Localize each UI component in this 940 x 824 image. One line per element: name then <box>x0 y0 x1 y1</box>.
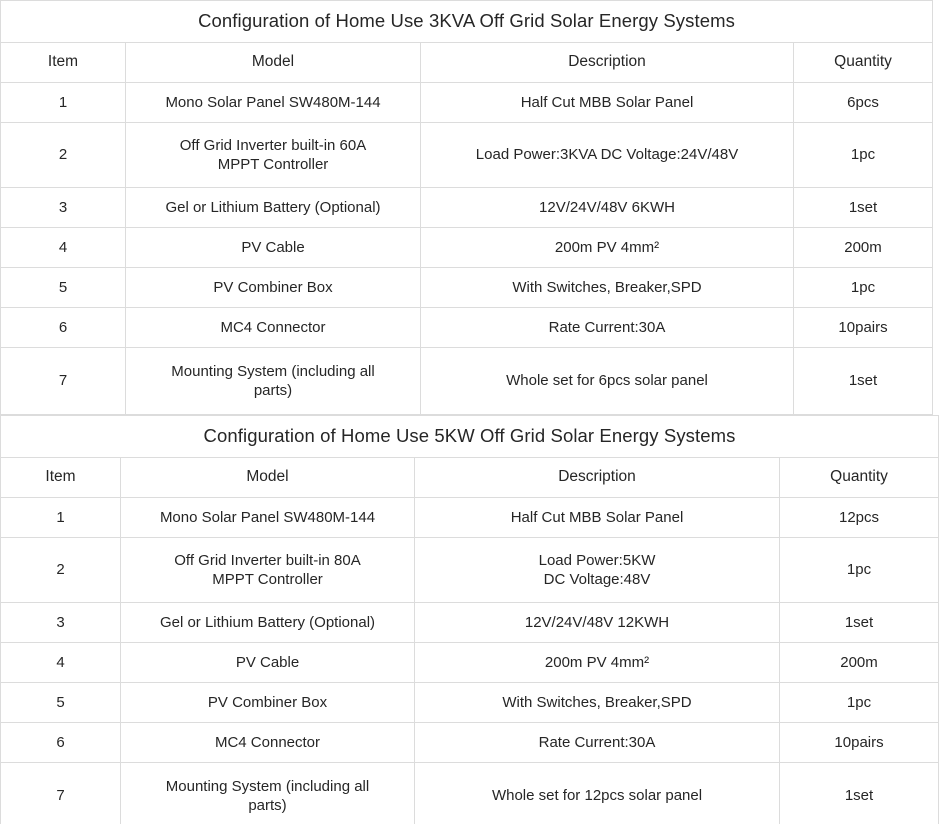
cell-quantity: 6pcs <box>792 82 934 123</box>
table-row: 4 PV Cable 200m PV 4mm² 200m <box>0 642 940 683</box>
column-header-description: Description <box>414 457 780 498</box>
table-row: 1 Mono Solar Panel SW480M-144 Half Cut M… <box>0 497 940 538</box>
cell-quantity: 1pc <box>792 122 934 188</box>
cell-item: 1 <box>0 497 121 538</box>
cell-description: Whole set for 6pcs solar panel <box>420 347 794 415</box>
cell-quantity: 1set <box>778 762 940 824</box>
table-title-5kw: Configuration of Home Use 5KW Off Grid S… <box>0 415 940 458</box>
table-row: 3 Gel or Lithium Battery (Optional) 12V/… <box>0 187 934 228</box>
column-header-item: Item <box>0 457 121 498</box>
table-title-3kva: Configuration of Home Use 3KVA Off Grid … <box>0 0 934 43</box>
table-row: 5 PV Combiner Box With Switches, Breaker… <box>0 682 940 723</box>
config-table-5kw: Configuration of Home Use 5KW Off Grid S… <box>0 415 940 824</box>
cell-item: 6 <box>0 722 121 763</box>
cell-item: 5 <box>0 267 126 308</box>
cell-model: PV Cable <box>125 227 421 268</box>
table-row: 3 Gel or Lithium Battery (Optional) 12V/… <box>0 602 940 643</box>
table-row: 2 Off Grid Inverter built-in 60A MPPT Co… <box>0 122 934 188</box>
cell-model: Mono Solar Panel SW480M-144 <box>120 497 415 538</box>
column-header-description: Description <box>420 42 794 83</box>
column-header-item: Item <box>0 42 126 83</box>
cell-description: 200m PV 4mm² <box>420 227 794 268</box>
table-row: 5 PV Combiner Box With Switches, Breaker… <box>0 267 934 308</box>
cell-quantity: 12pcs <box>778 497 940 538</box>
cell-item: 6 <box>0 307 126 348</box>
cell-quantity: 1pc <box>792 267 934 308</box>
table-title-row: Configuration of Home Use 3KVA Off Grid … <box>0 0 934 43</box>
column-header-model: Model <box>120 457 415 498</box>
cell-description: 200m PV 4mm² <box>414 642 780 683</box>
cell-description: Half Cut MBB Solar Panel <box>420 82 794 123</box>
cell-item: 5 <box>0 682 121 723</box>
table-row: 6 MC4 Connector Rate Current:30A 10pairs <box>0 722 940 763</box>
table-row: 1 Mono Solar Panel SW480M-144 Half Cut M… <box>0 82 934 123</box>
cell-description: Rate Current:30A <box>420 307 794 348</box>
cell-quantity: 10pairs <box>778 722 940 763</box>
column-header-model: Model <box>125 42 421 83</box>
cell-item: 7 <box>0 347 126 415</box>
cell-quantity: 10pairs <box>792 307 934 348</box>
cell-description: 12V/24V/48V 12KWH <box>414 602 780 643</box>
table-row: 7 Mounting System (including all parts) … <box>0 762 940 824</box>
table-row: 6 MC4 Connector Rate Current:30A 10pairs <box>0 307 934 348</box>
cell-quantity: 1pc <box>778 537 940 603</box>
cell-model: Mono Solar Panel SW480M-144 <box>125 82 421 123</box>
column-header-quantity: Quantity <box>778 457 940 498</box>
cell-item: 4 <box>0 227 126 268</box>
cell-description: Load Power:3KVA DC Voltage:24V/48V <box>420 122 794 188</box>
cell-description: 12V/24V/48V 6KWH <box>420 187 794 228</box>
cell-item: 7 <box>0 762 121 824</box>
cell-item: 3 <box>0 187 126 228</box>
cell-model: PV Cable <box>120 642 415 683</box>
cell-description: With Switches, Breaker,SPD <box>414 682 780 723</box>
table-title-row: Configuration of Home Use 5KW Off Grid S… <box>0 415 940 458</box>
table-row: 7 Mounting System (including all parts) … <box>0 347 934 415</box>
cell-item: 3 <box>0 602 121 643</box>
cell-model: Mounting System (including all parts) <box>125 347 421 415</box>
cell-quantity: 200m <box>778 642 940 683</box>
cell-model: PV Combiner Box <box>120 682 415 723</box>
column-header-quantity: Quantity <box>792 42 934 83</box>
cell-description: Whole set for 12pcs solar panel <box>414 762 780 824</box>
cell-model: Gel or Lithium Battery (Optional) <box>120 602 415 643</box>
cell-quantity: 1set <box>792 187 934 228</box>
config-table-3kva: Configuration of Home Use 3KVA Off Grid … <box>0 0 934 415</box>
cell-item: 2 <box>0 537 121 603</box>
cell-description: Load Power:5KW DC Voltage:48V <box>414 537 780 603</box>
cell-model: PV Combiner Box <box>125 267 421 308</box>
cell-model: Mounting System (including all parts) <box>120 762 415 824</box>
cell-model: Off Grid Inverter built-in 60A MPPT Cont… <box>125 122 421 188</box>
table-header-row: Item Model Description Quantity <box>0 457 940 498</box>
cell-item: 4 <box>0 642 121 683</box>
table-header-row: Item Model Description Quantity <box>0 42 934 83</box>
cell-model: MC4 Connector <box>120 722 415 763</box>
table-row: 2 Off Grid Inverter built-in 80A MPPT Co… <box>0 537 940 603</box>
cell-quantity: 200m <box>792 227 934 268</box>
cell-quantity: 1set <box>778 602 940 643</box>
table-row: 4 PV Cable 200m PV 4mm² 200m <box>0 227 934 268</box>
cell-quantity: 1pc <box>778 682 940 723</box>
cell-description: Half Cut MBB Solar Panel <box>414 497 780 538</box>
cell-item: 1 <box>0 82 126 123</box>
cell-item: 2 <box>0 122 126 188</box>
cell-description: Rate Current:30A <box>414 722 780 763</box>
cell-description: With Switches, Breaker,SPD <box>420 267 794 308</box>
cell-model: Gel or Lithium Battery (Optional) <box>125 187 421 228</box>
cell-model: Off Grid Inverter built-in 80A MPPT Cont… <box>120 537 415 603</box>
cell-quantity: 1set <box>792 347 934 415</box>
cell-model: MC4 Connector <box>125 307 421 348</box>
